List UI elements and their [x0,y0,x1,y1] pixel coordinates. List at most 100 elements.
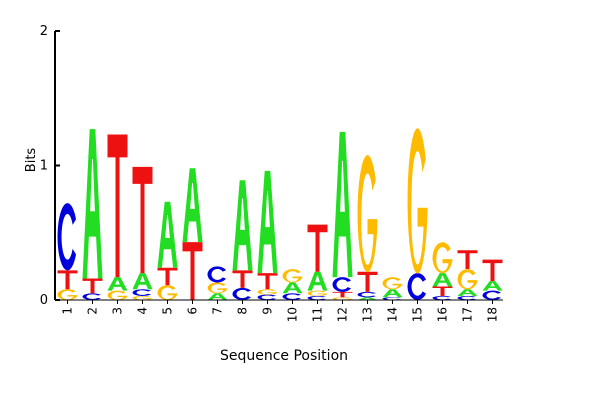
y-tick-label: 1 [40,159,48,174]
stack-position-3 [107,134,128,301]
stack-position-5 [157,201,178,301]
letter-g-mark [307,290,328,296]
letter-g-mark [332,297,353,301]
stack-position-17 [457,250,478,300]
letter-t-mark [432,286,453,296]
letter-t-mark [182,242,203,300]
x-tick-label: 4 [136,307,150,315]
x-tick-label: 9 [261,307,275,315]
letter-g-mark [357,155,378,273]
stack-position-7 [207,266,228,300]
x-tick-label: 3 [111,307,125,315]
letter-a-mark [82,129,103,279]
letter-t-mark [482,259,503,282]
letter-c-mark [82,293,102,300]
letter-t-mark [132,166,153,274]
letter-g-mark [157,285,178,301]
x-tick-label: 10 [286,307,300,322]
stack-position-18 [482,259,503,300]
letter-a-mark [132,273,153,290]
letter-c-mark [432,295,452,300]
x-tick-label: 1 [61,307,75,315]
letter-t-mark [107,134,128,278]
letter-t-mark [457,250,478,270]
x-tick-label: 8 [236,307,250,315]
x-tick-label: 5 [161,307,175,315]
x-tick-label: 17 [461,307,475,322]
x-tick-label: 15 [411,307,425,322]
letter-a-mark [107,277,128,291]
letter-t-mark [232,270,253,288]
letter-c-mark [332,277,352,292]
letter-a-mark [157,201,178,268]
x-tick-label: 18 [486,307,500,322]
letter-c-mark [357,291,377,298]
letter-g-mark [132,295,153,301]
letter-a-mark [382,289,403,298]
letter-a-mark [432,273,453,287]
letter-g-mark [257,289,278,295]
x-tick-label: 16 [436,307,450,322]
letter-a-mark [332,131,353,278]
stack-position-16 [432,242,453,300]
x-tick-label: 7 [211,307,225,315]
x-tick-label: 2 [86,307,100,315]
letter-t-mark [82,278,103,294]
x-ticks: 1 2 3 4 5 6 7 8 9 10 11 12 13 14 15 16 17 18 [61,300,500,322]
stack-position-9 [257,170,278,300]
letter-c-mark [282,293,302,300]
letter-a-mark [307,271,328,291]
letter-c-mark [382,297,402,300]
y-axis-label: Bits [24,148,39,173]
letter-g-mark [57,289,78,301]
stack-position-12 [332,131,353,301]
stack-position-4 [132,166,153,301]
letter-c-mark [257,294,277,300]
y-tick-label: 0 [40,293,48,308]
stack-position-1 [57,203,78,301]
letter-a-mark [282,282,303,294]
x-tick-label: 13 [361,307,375,322]
letter-a-mark [207,293,228,300]
letter-g-mark [382,277,403,290]
letter-g-mark [282,269,303,283]
letter-g-mark [207,282,228,294]
letter-a-mark [482,281,503,291]
stack-position-11 [307,224,328,300]
letter-c-mark [407,273,427,300]
letter-a-mark [457,289,478,296]
letter-g-mark [457,269,478,290]
y-tick-label: 2 [40,24,48,39]
stack-position-14 [382,277,403,300]
x-tick-label: 11 [311,307,325,322]
x-tick-label: 6 [186,307,200,315]
letter-t-mark [332,291,353,298]
letter-a-mark [357,297,378,300]
letter-c-mark [482,290,502,300]
x-tick-label: 14 [386,307,400,322]
letter-c-mark [57,203,77,271]
letter-t-mark [57,270,78,290]
letter-c-mark [307,295,327,300]
x-tick-label: 12 [336,307,350,322]
letter-g-mark [107,290,128,301]
y-ticks: 0 1 2 [40,24,60,308]
letter-c-mark [457,295,477,300]
stack-position-2 [82,129,103,300]
stack-position-10 [282,269,303,300]
stack-position-13 [357,155,378,300]
letter-t-mark [257,273,278,290]
letter-c-mark [132,289,152,296]
letter-t-mark [357,271,378,292]
letter-g-mark [432,242,453,274]
stack-position-8 [232,180,253,300]
x-axis-label: Sequence Position [220,348,348,364]
plot-area [57,128,503,301]
letter-t-mark [307,224,328,272]
letter-c-mark [232,287,252,300]
stack-position-6 [182,168,203,300]
letter-a-mark [232,180,253,271]
letter-g-mark [407,128,428,274]
letter-a-mark [257,170,278,274]
